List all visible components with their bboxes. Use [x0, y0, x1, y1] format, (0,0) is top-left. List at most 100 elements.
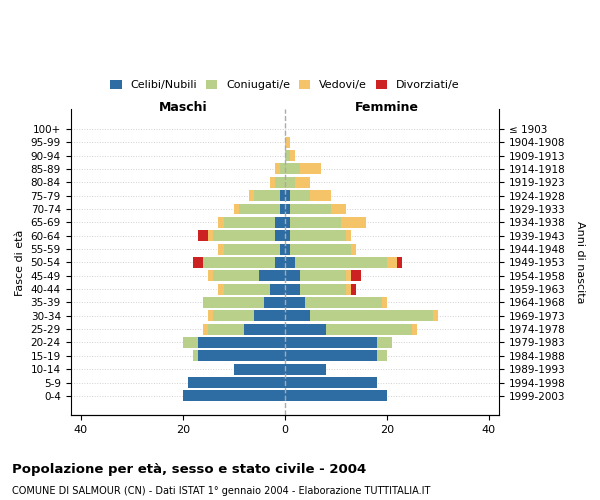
- Bar: [326, 324, 412, 334]
- Bar: [285, 217, 290, 228]
- Bar: [224, 244, 280, 254]
- Bar: [275, 164, 280, 174]
- Bar: [295, 177, 310, 188]
- Bar: [239, 204, 280, 214]
- Bar: [198, 230, 208, 241]
- Text: COMUNE DI SALMOUR (CN) - Dati ISTAT 1° gennaio 2004 - Elaborazione TUTTITALIA.IT: COMUNE DI SALMOUR (CN) - Dati ISTAT 1° g…: [12, 486, 430, 496]
- Bar: [265, 297, 285, 308]
- Bar: [300, 164, 320, 174]
- Bar: [203, 297, 265, 308]
- Text: Maschi: Maschi: [158, 101, 207, 114]
- Bar: [208, 324, 244, 334]
- Bar: [275, 177, 285, 188]
- Bar: [280, 204, 285, 214]
- Bar: [183, 390, 285, 402]
- Bar: [193, 257, 203, 268]
- Bar: [351, 270, 361, 281]
- Bar: [310, 310, 433, 322]
- Bar: [346, 230, 351, 241]
- Bar: [351, 284, 356, 294]
- Bar: [208, 270, 214, 281]
- Bar: [203, 324, 208, 334]
- Bar: [285, 324, 326, 334]
- Bar: [285, 177, 295, 188]
- Y-axis label: Anni di nascita: Anni di nascita: [575, 221, 585, 304]
- Bar: [218, 244, 224, 254]
- Bar: [397, 257, 402, 268]
- Bar: [218, 284, 224, 294]
- Bar: [208, 230, 214, 241]
- Bar: [275, 230, 285, 241]
- Bar: [285, 284, 300, 294]
- Bar: [290, 244, 351, 254]
- Bar: [188, 377, 285, 388]
- Bar: [224, 284, 269, 294]
- Bar: [300, 270, 346, 281]
- Bar: [183, 337, 198, 348]
- Bar: [193, 350, 198, 362]
- Bar: [290, 150, 295, 161]
- Bar: [280, 190, 285, 201]
- Bar: [285, 310, 310, 322]
- Bar: [285, 377, 377, 388]
- Legend: Celibi/Nubili, Coniugati/e, Vedovi/e, Divorziati/e: Celibi/Nubili, Coniugati/e, Vedovi/e, Di…: [106, 76, 464, 94]
- Bar: [290, 190, 310, 201]
- Bar: [285, 270, 300, 281]
- Bar: [254, 310, 285, 322]
- Bar: [290, 217, 341, 228]
- Bar: [214, 230, 275, 241]
- Bar: [275, 217, 285, 228]
- Bar: [377, 350, 387, 362]
- Bar: [412, 324, 418, 334]
- Bar: [382, 297, 387, 308]
- Bar: [290, 204, 331, 214]
- Bar: [234, 204, 239, 214]
- Bar: [214, 310, 254, 322]
- Bar: [331, 204, 346, 214]
- Bar: [234, 364, 285, 374]
- Bar: [280, 244, 285, 254]
- Bar: [351, 244, 356, 254]
- Bar: [290, 230, 346, 241]
- Bar: [214, 270, 259, 281]
- Bar: [305, 297, 382, 308]
- Bar: [433, 310, 438, 322]
- Bar: [249, 190, 254, 201]
- Bar: [285, 190, 290, 201]
- Text: Femmine: Femmine: [355, 101, 419, 114]
- Bar: [269, 284, 285, 294]
- Bar: [285, 244, 290, 254]
- Bar: [285, 390, 387, 402]
- Bar: [285, 297, 305, 308]
- Bar: [377, 337, 392, 348]
- Bar: [285, 364, 326, 374]
- Bar: [285, 136, 290, 147]
- Bar: [198, 337, 285, 348]
- Bar: [346, 270, 351, 281]
- Bar: [203, 257, 275, 268]
- Bar: [285, 230, 290, 241]
- Bar: [285, 204, 290, 214]
- Bar: [285, 257, 295, 268]
- Bar: [224, 217, 275, 228]
- Bar: [387, 257, 397, 268]
- Bar: [285, 164, 300, 174]
- Bar: [244, 324, 285, 334]
- Bar: [285, 350, 377, 362]
- Bar: [310, 190, 331, 201]
- Text: Popolazione per età, sesso e stato civile - 2004: Popolazione per età, sesso e stato civil…: [12, 462, 366, 475]
- Bar: [269, 177, 275, 188]
- Bar: [295, 257, 387, 268]
- Bar: [218, 217, 224, 228]
- Bar: [285, 337, 377, 348]
- Bar: [259, 270, 285, 281]
- Bar: [275, 257, 285, 268]
- Bar: [346, 284, 351, 294]
- Bar: [254, 190, 280, 201]
- Y-axis label: Fasce di età: Fasce di età: [15, 229, 25, 296]
- Bar: [280, 164, 285, 174]
- Bar: [198, 350, 285, 362]
- Bar: [208, 310, 214, 322]
- Bar: [285, 150, 290, 161]
- Bar: [300, 284, 346, 294]
